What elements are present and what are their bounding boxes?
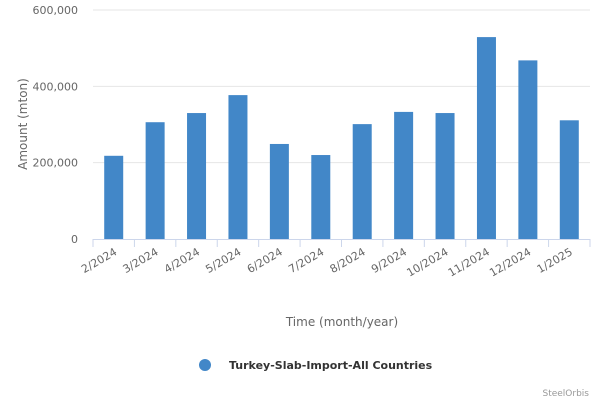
x-tick-label: 9/2024 <box>369 245 409 276</box>
bar[interactable] <box>269 143 289 239</box>
x-tick-label: 10/2024 <box>404 245 450 279</box>
bar[interactable] <box>559 120 579 239</box>
bar[interactable] <box>394 111 414 239</box>
x-tick-label: 5/2024 <box>203 245 243 276</box>
credit-text[interactable]: SteelOrbis <box>542 389 589 399</box>
x-tick-label: 12/2024 <box>487 245 533 279</box>
x-tick-label: 1/2025 <box>535 245 575 276</box>
bar[interactable] <box>145 122 165 239</box>
y-tick-label: 0 <box>71 233 78 246</box>
bar[interactable] <box>228 95 248 239</box>
bar[interactable] <box>104 155 124 239</box>
bar[interactable] <box>187 113 207 239</box>
gridlines <box>93 9 590 164</box>
bar[interactable] <box>435 113 455 239</box>
bars <box>104 37 579 240</box>
bar[interactable] <box>352 124 372 239</box>
x-axis-title: Time (month/year) <box>285 315 398 329</box>
x-tick-label: 11/2024 <box>446 245 492 279</box>
bar[interactable] <box>476 37 496 240</box>
y-tick-label: 600,000 <box>33 4 79 17</box>
y-axis-title: Amount (mton) <box>16 78 30 170</box>
x-tick-label: 3/2024 <box>121 245 161 276</box>
x-tick-label: 4/2024 <box>162 245 202 276</box>
x-axis-ticks: 2/2024 3/2024 4/2024 5/2024 6/2024 7/2024 8/20… <box>79 239 591 279</box>
legend-label: Turkey-Slab-Import-All Countries <box>229 359 433 372</box>
bar[interactable] <box>518 60 538 239</box>
y-tick-label: 400,000 <box>33 80 79 93</box>
legend[interactable]: Turkey-Slab-Import-All Countries <box>199 359 433 372</box>
legend-marker <box>199 359 211 371</box>
y-tick-label: 200,000 <box>33 157 79 170</box>
bar[interactable] <box>311 155 331 239</box>
x-tick-label: 2/2024 <box>79 245 119 276</box>
x-tick-label: 7/2024 <box>286 245 326 276</box>
y-axis-ticks: 0 200,000 400,000 600,000 <box>33 4 79 246</box>
x-tick-label: 6/2024 <box>245 245 285 276</box>
x-tick-label: 8/2024 <box>328 245 368 276</box>
